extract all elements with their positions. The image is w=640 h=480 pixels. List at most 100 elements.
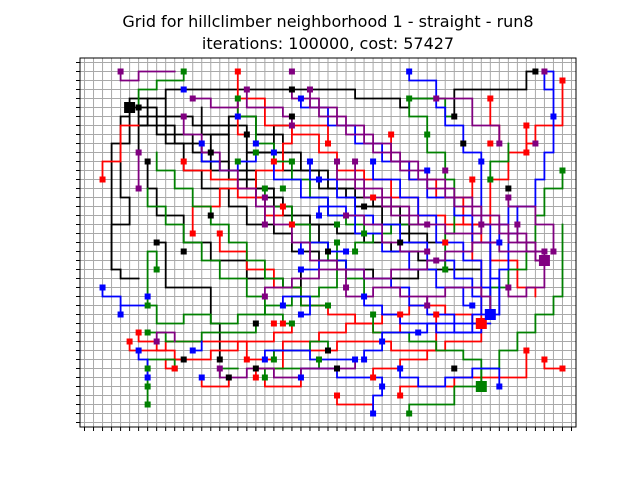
gate-marker xyxy=(117,68,124,75)
gate-marker xyxy=(496,140,503,147)
gate-marker xyxy=(460,140,467,147)
net-wires xyxy=(101,70,564,415)
gate-marker xyxy=(252,365,259,372)
gate-marker xyxy=(261,356,268,363)
net-wire xyxy=(489,97,501,145)
gate-marker xyxy=(198,374,205,381)
gate-marker xyxy=(433,311,440,318)
net-wire xyxy=(245,124,293,172)
gate-marker xyxy=(288,221,295,228)
gate-marker xyxy=(397,365,404,372)
gate-marker xyxy=(252,149,259,156)
gate-marker xyxy=(334,221,341,228)
gate-marker xyxy=(297,374,304,381)
gate-marker xyxy=(261,194,268,201)
gate-marker xyxy=(505,194,512,201)
net-wire xyxy=(146,358,176,370)
gate-marker xyxy=(514,221,521,228)
gate-marker xyxy=(433,257,440,264)
gate-marker xyxy=(397,239,404,246)
net-wire xyxy=(191,97,239,109)
gate-marker-large xyxy=(475,318,487,329)
gate-marker xyxy=(189,95,196,102)
gate-marker xyxy=(424,221,431,228)
net-wire xyxy=(101,286,149,307)
net-wire xyxy=(372,385,384,415)
gate-marker xyxy=(144,158,151,165)
gate-marker xyxy=(334,239,341,246)
gate-marker xyxy=(478,158,485,165)
gate-marker xyxy=(216,230,223,237)
gate-marker xyxy=(144,374,151,381)
gate-marker xyxy=(315,212,322,219)
gate-marker xyxy=(297,266,304,273)
gate-marker xyxy=(343,212,350,219)
gate-marker xyxy=(370,410,377,417)
net-wire xyxy=(263,268,347,298)
gate-marker xyxy=(370,158,377,165)
gate-marker xyxy=(180,356,187,363)
gate-marker xyxy=(379,383,386,390)
gate-marker xyxy=(559,167,566,174)
gate-marker xyxy=(180,86,187,93)
gate-marker xyxy=(424,131,431,138)
gate-marker xyxy=(325,248,331,255)
gate-marker xyxy=(379,338,386,345)
net-wire xyxy=(272,340,329,361)
gate-marker xyxy=(306,86,313,93)
net-wire xyxy=(372,160,492,316)
gate-marker xyxy=(541,356,548,363)
gate-marker xyxy=(352,356,359,363)
gate-marker xyxy=(559,365,566,372)
net-wire xyxy=(363,340,384,361)
net-wire xyxy=(200,376,230,388)
gate-marker xyxy=(406,410,413,417)
net-wire xyxy=(489,142,510,181)
net-wire xyxy=(363,295,483,334)
gate-marker xyxy=(279,203,286,210)
gate-marker xyxy=(532,140,539,147)
gate-marker xyxy=(234,158,241,165)
gate-marker xyxy=(261,293,268,300)
gate-marker xyxy=(469,302,476,309)
net-wire xyxy=(218,358,357,379)
net-wire xyxy=(263,349,357,361)
gate-marker xyxy=(334,365,341,372)
gate-marker xyxy=(523,149,530,156)
gate-marker xyxy=(261,185,268,192)
gate-marker xyxy=(252,140,259,147)
gate-marker-large xyxy=(484,309,496,320)
net-wire xyxy=(299,241,347,253)
gate-marker xyxy=(207,149,214,156)
gate-marker xyxy=(496,239,503,246)
gate-marker xyxy=(370,374,377,381)
gate-marker xyxy=(334,392,341,399)
gate-marker xyxy=(397,392,404,399)
gate-marker xyxy=(315,176,322,183)
gate-marker xyxy=(451,113,458,120)
gate-marker xyxy=(343,248,350,255)
net-wire xyxy=(408,385,483,415)
gate-marker xyxy=(496,383,503,390)
gate-marker xyxy=(126,338,133,345)
gate-marker xyxy=(144,293,151,300)
gate-marker xyxy=(288,86,295,93)
gate-marker xyxy=(370,311,377,318)
gate-marker xyxy=(424,167,431,174)
gate-marker xyxy=(279,185,286,192)
gate-marker xyxy=(406,95,413,102)
gate-marker xyxy=(144,401,151,408)
chart-subtitle: iterations: 100000, cost: 57427 xyxy=(201,34,455,53)
gate-marker xyxy=(361,230,368,237)
net-wire xyxy=(155,151,329,307)
net-wire xyxy=(155,331,176,343)
gate-marker xyxy=(216,365,223,372)
gate-marker xyxy=(541,248,548,255)
net-wire xyxy=(263,376,302,388)
net-wire xyxy=(309,88,546,262)
gate-marker xyxy=(352,158,359,165)
gate-marker xyxy=(442,167,449,174)
gate-marker xyxy=(180,68,187,75)
gate-marker xyxy=(207,212,214,219)
